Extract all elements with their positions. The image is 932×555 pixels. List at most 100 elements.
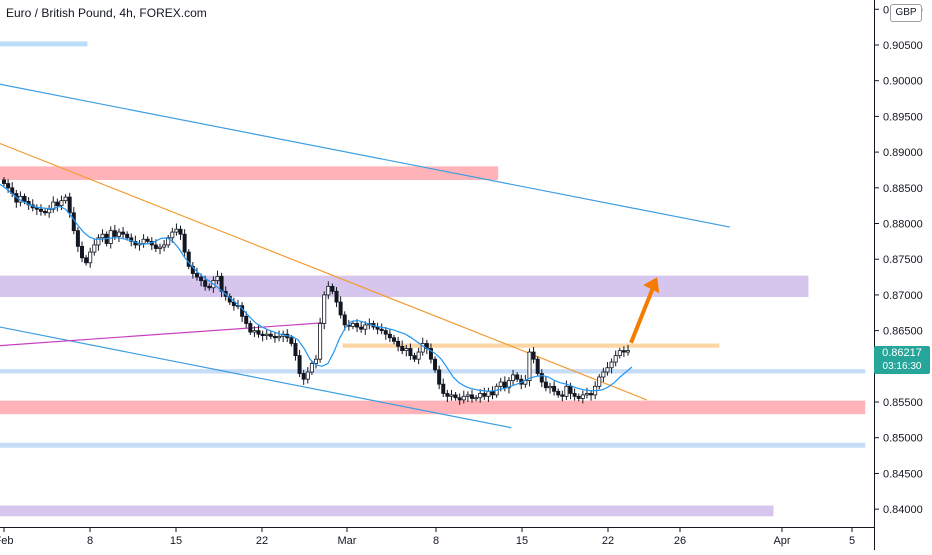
candle-body-116: [478, 393, 483, 399]
candle-60: [248, 320, 253, 335]
candle-28: [116, 228, 121, 243]
chart-title: Euro / British Pound, 4h, FOREX.com: [6, 6, 207, 20]
candle-body-13: [55, 201, 60, 207]
currency-badge[interactable]: GBP: [890, 4, 922, 22]
candle-body-135: [556, 390, 561, 396]
candle-body-138: [568, 385, 573, 394]
candle-152: [626, 344, 631, 356]
candle-body-31: [129, 237, 134, 242]
candle-body-42: [174, 228, 179, 233]
candle-body-35: [145, 238, 150, 242]
ema-layer: [0, 183, 633, 392]
candle-body-14: [59, 200, 64, 207]
candle-body-124: [511, 374, 516, 382]
candle-body-146: [601, 371, 606, 378]
candle-body-97: [400, 345, 405, 352]
candle-34: [141, 234, 146, 248]
candle-body-11: [47, 208, 52, 214]
candle-body-73: [301, 373, 306, 380]
candle-149: [613, 350, 618, 367]
candle-114: [469, 389, 474, 403]
zone-4: [0, 369, 866, 374]
candle-105: [433, 356, 438, 373]
candle-body-115: [474, 397, 479, 400]
candle-74: [305, 367, 310, 384]
arrow-shaft: [629, 286, 656, 344]
candle-64: [264, 329, 269, 340]
candle-18: [75, 227, 80, 253]
x-tick-label-10: 5: [849, 535, 855, 547]
candle-body-76: [313, 358, 318, 364]
candle-63: [260, 330, 265, 342]
candle-body-91: [375, 326, 380, 330]
candle-72: [297, 349, 302, 378]
candle-12: [51, 196, 56, 213]
candle-45: [186, 249, 191, 270]
candle-128: [527, 348, 532, 387]
candle-body-114: [469, 394, 474, 399]
trendline-1: [0, 142, 647, 401]
candle-body-38: [157, 246, 162, 249]
candle-body-78: [322, 294, 327, 324]
candle-106: [437, 365, 442, 390]
x-tick-label-9: Apr: [773, 535, 790, 547]
candle-146: [601, 367, 606, 383]
candle-24: [100, 229, 105, 243]
zone-7: [0, 505, 774, 517]
x-tick-label-2: 15: [170, 535, 182, 547]
candle-body-20: [84, 257, 89, 264]
candle-body-86: [355, 323, 360, 328]
candle-66: [272, 332, 277, 343]
candle-109: [449, 389, 454, 401]
candle-body-44: [182, 233, 187, 253]
y-tick-label-12: 0.90000: [883, 76, 923, 88]
candle-38: [157, 243, 162, 255]
x-tick-label-8: 26: [674, 535, 686, 547]
candle-body-118: [486, 390, 491, 397]
candle-body-151: [621, 350, 626, 353]
candle-124: [511, 369, 516, 385]
candle-body-105: [433, 358, 438, 371]
candle-body-140: [576, 395, 581, 399]
candle-97: [400, 340, 405, 355]
candle-body-133: [548, 385, 553, 389]
y-tick-label-2: 0.85000: [883, 433, 923, 445]
y-tick-label-1: 0.84500: [883, 468, 923, 480]
candle-23: [96, 234, 101, 251]
candle-52: [215, 270, 220, 285]
candle-141: [580, 390, 585, 404]
candle-85: [350, 320, 355, 330]
candle-19: [80, 241, 85, 263]
candle-body-28: [116, 231, 121, 237]
candle-110: [453, 392, 458, 401]
candle-71: [293, 339, 298, 361]
zone-2: [0, 275, 809, 298]
candle-31: [129, 233, 134, 247]
candle-body-131: [539, 373, 544, 383]
candle-body-74: [305, 371, 310, 380]
candle-body-111: [457, 397, 462, 401]
candle-body-41: [170, 231, 175, 239]
candle-11: [47, 204, 52, 218]
candle-body-26: [108, 230, 113, 244]
candle-body-95: [391, 337, 396, 342]
x-tick-label-4: Mar: [338, 535, 357, 547]
candle-body-62: [256, 330, 261, 335]
candle-body-59: [244, 315, 249, 324]
x-tick-label-0: Feb: [0, 535, 13, 547]
candle-148: [609, 358, 614, 374]
y-tick-label-5: 0.86500: [883, 326, 923, 338]
candle-body-147: [605, 367, 610, 373]
candle-body-83: [342, 314, 347, 326]
candle-body-122: [502, 381, 507, 389]
candle-10: [43, 208, 48, 216]
x-tick-label-1: 8: [87, 535, 93, 547]
candle-body-52: [215, 275, 220, 282]
candle-body-19: [80, 245, 85, 259]
bar-countdown: 03:16:30: [882, 361, 922, 372]
last-price-tag: 0.86217 03:16:30: [874, 346, 930, 374]
candle-body-67: [277, 335, 282, 339]
candle-body-10: [43, 210, 48, 214]
